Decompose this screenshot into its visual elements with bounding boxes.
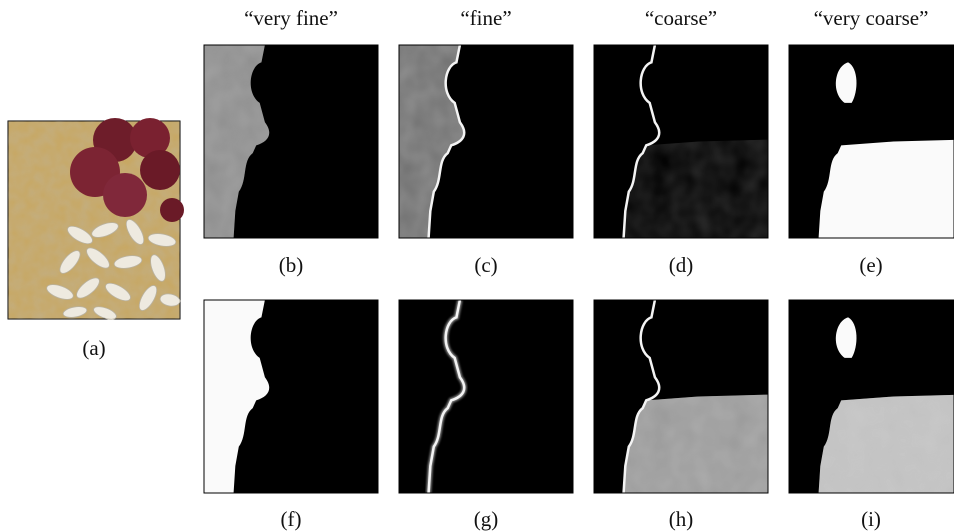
panel-caption: (c) — [474, 253, 497, 277]
response-map — [594, 45, 768, 238]
response-map — [789, 300, 954, 493]
figure: “very fine” “fine” “coarse” “very coarse” (a… — [0, 0, 954, 531]
response-map — [399, 45, 573, 238]
column-header: “fine” — [460, 6, 511, 30]
response-map — [399, 300, 573, 493]
panel-caption: (b) — [279, 253, 304, 277]
input-image — [8, 118, 184, 322]
response-map — [204, 300, 378, 493]
panel-caption: (d) — [669, 253, 694, 277]
panel-caption: (g) — [474, 507, 499, 531]
response-map — [204, 45, 378, 238]
column-header: “very coarse” — [814, 6, 929, 30]
panel-caption: (a) — [82, 336, 105, 360]
panel-caption: (e) — [859, 253, 882, 277]
response-map — [789, 45, 954, 238]
column-header: “very fine” — [244, 6, 338, 30]
page: “very fine” “fine” “coarse” “very coarse” (a… — [0, 0, 954, 531]
panel-caption: (i) — [861, 507, 881, 531]
panel-caption: (h) — [669, 507, 694, 531]
response-map — [594, 300, 768, 493]
column-header: “coarse” — [645, 6, 717, 30]
panel-caption: (f) — [281, 507, 302, 531]
